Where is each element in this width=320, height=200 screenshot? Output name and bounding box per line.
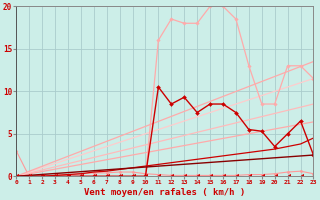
X-axis label: Vent moyen/en rafales ( km/h ): Vent moyen/en rafales ( km/h ) (84, 188, 245, 197)
